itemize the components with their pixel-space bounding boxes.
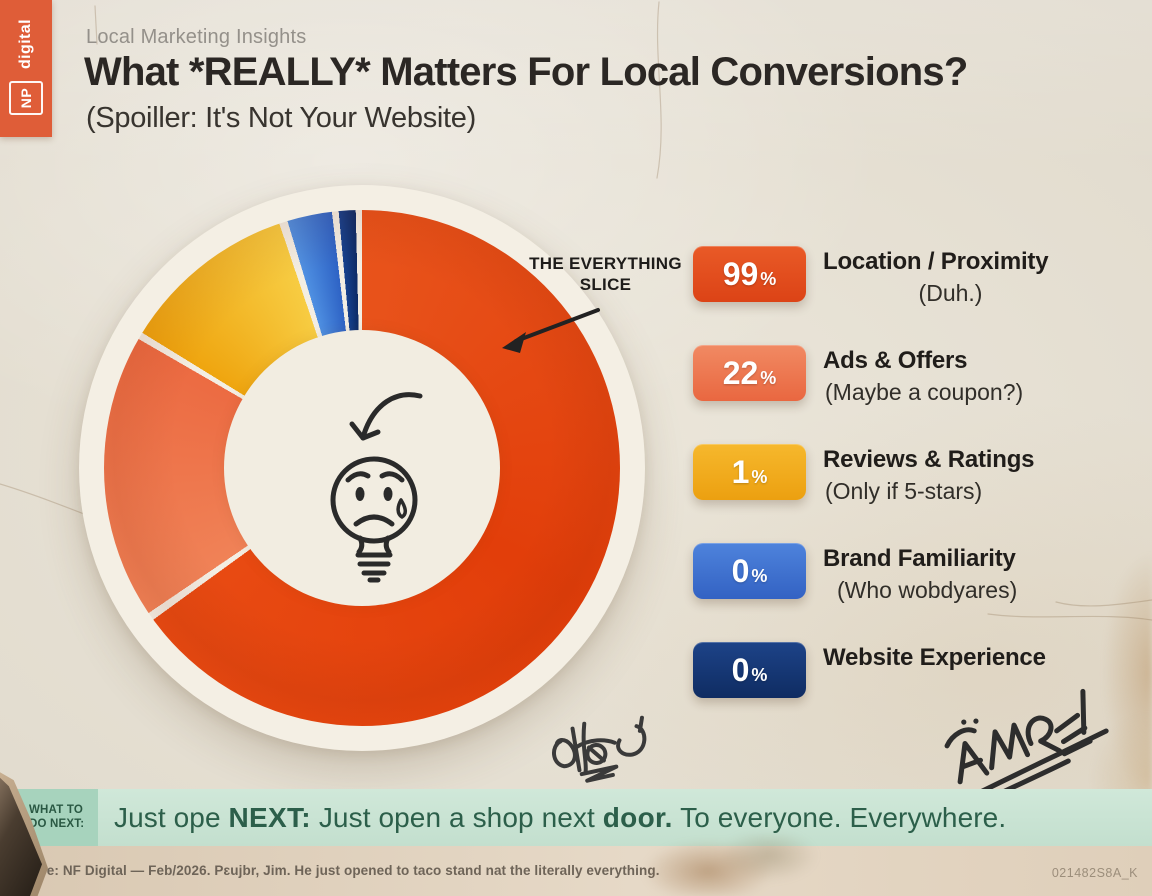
percent-badge: 0% bbox=[693, 642, 806, 698]
np-logo-mark: NP bbox=[9, 81, 43, 115]
next-steps-bar: WHAT TO DO NEXT: Just ope NEXT: Just ope… bbox=[0, 789, 1152, 846]
legend-title: Location / Proximity bbox=[823, 248, 1049, 275]
legend-subtitle: (Only if 5-stars) bbox=[825, 478, 983, 504]
percent-value: 0 bbox=[731, 652, 750, 688]
annotation-line1: THE EVERYTHING bbox=[529, 254, 682, 273]
source-text: Source: NF Digital — Feb/2026. Pɛujbr, J… bbox=[8, 863, 660, 878]
legend-row: 99% Location / Proximity (Duh.) bbox=[693, 246, 1133, 307]
legend-subtitle: (Maybe a coupon?) bbox=[825, 379, 1024, 405]
logo-rotated-content: NP digital bbox=[0, 0, 52, 137]
legend-row: 1% Reviews & Ratings (Only if 5-stars) bbox=[693, 444, 1133, 505]
eyebrow-right bbox=[379, 471, 405, 483]
percent-symbol: % bbox=[760, 269, 777, 289]
np-digital-logo: NP digital bbox=[0, 0, 52, 137]
legend-title: Ads & Offers bbox=[823, 347, 968, 374]
np-logo-text: NP bbox=[18, 87, 34, 109]
percent-symbol: % bbox=[751, 665, 768, 685]
next-bar-segment: To everyone. Everywhere. bbox=[672, 801, 1007, 833]
percent-value: 99 bbox=[722, 256, 759, 292]
next-label-line1: WHAT TO bbox=[29, 803, 83, 816]
legend-label: Ads & Offers (Maybe a coupon?) bbox=[823, 345, 1023, 406]
legend-label: Location / Proximity (Duh.) bbox=[823, 246, 1078, 307]
percent-badge: 99% bbox=[693, 246, 806, 302]
donut-hole bbox=[224, 330, 500, 606]
percent-value: 0 bbox=[731, 553, 750, 589]
percent-badge: 22% bbox=[693, 345, 806, 401]
legend-title: Brand Familiarity bbox=[823, 545, 1016, 572]
legend-title: Website Experience bbox=[823, 644, 1046, 671]
legend: 99% Location / Proximity (Duh.) 22% Ads … bbox=[693, 246, 1133, 736]
bulb-outline bbox=[330, 456, 418, 544]
kicker: Local Marketing Insights bbox=[86, 26, 307, 48]
footer-strip: Source: NF Digital — Feb/2026. Pɛujbr, J… bbox=[0, 846, 1152, 896]
annotation-line2: SLICE bbox=[579, 275, 632, 295]
percent-value: 1 bbox=[731, 454, 750, 490]
legend-label: Website Experience bbox=[823, 642, 1046, 698]
curved-arrow bbox=[361, 392, 423, 437]
percent-symbol: % bbox=[760, 368, 777, 388]
eye-left bbox=[355, 487, 365, 501]
legend-subtitle: (Who wobdyares) bbox=[837, 577, 1018, 603]
next-bar-segment: door. bbox=[602, 801, 673, 833]
logo-digital-label: digital bbox=[17, 19, 34, 69]
everything-slice-annotation: THE EVERYTHING SLICE bbox=[523, 253, 688, 296]
next-bar-segment: Just ope bbox=[114, 801, 229, 833]
percent-badge: 1% bbox=[693, 444, 806, 500]
graffiti-tag-left bbox=[552, 715, 647, 783]
eye-right bbox=[383, 487, 393, 501]
percent-badge: 0% bbox=[693, 543, 806, 599]
percent-value: 22 bbox=[722, 355, 759, 391]
annotation-arrow bbox=[502, 308, 600, 353]
legend-row: 22% Ads & Offers (Maybe a coupon?) bbox=[693, 345, 1133, 406]
sad-lightbulb-doodle bbox=[330, 392, 423, 583]
frown bbox=[353, 514, 395, 527]
legend-title: Reviews & Ratings bbox=[823, 446, 1035, 473]
page-subtitle: (Spoiller: It's Not Your Website) bbox=[86, 102, 476, 134]
page-title: What *REALLY* Matters For Local Conversi… bbox=[84, 50, 968, 94]
legend-label: Brand Familiarity (Who wobdyares) bbox=[823, 543, 1017, 604]
next-bar-text: Just ope NEXT: Just open a shop next doo… bbox=[114, 789, 1006, 846]
tear bbox=[396, 498, 407, 519]
legend-row: 0% Website Experience bbox=[693, 642, 1133, 698]
legend-row: 0% Brand Familiarity (Who wobdyares) bbox=[693, 543, 1133, 604]
next-bar-segment: NEXT: bbox=[228, 801, 311, 833]
legend-label: Reviews & Ratings (Only if 5-stars) bbox=[823, 444, 1035, 505]
percent-symbol: % bbox=[751, 467, 768, 487]
next-label-line2: DO NEXT: bbox=[29, 817, 85, 830]
corner-code: 021482S8A_K bbox=[1051, 866, 1138, 880]
next-steps-label-box: WHAT TO DO NEXT: bbox=[12, 789, 98, 846]
next-bar-segment: Just open a shop next bbox=[310, 801, 603, 833]
eyebrow-left bbox=[345, 471, 371, 483]
legend-subtitle: (Duh.) bbox=[918, 280, 983, 306]
percent-symbol: % bbox=[751, 566, 768, 586]
